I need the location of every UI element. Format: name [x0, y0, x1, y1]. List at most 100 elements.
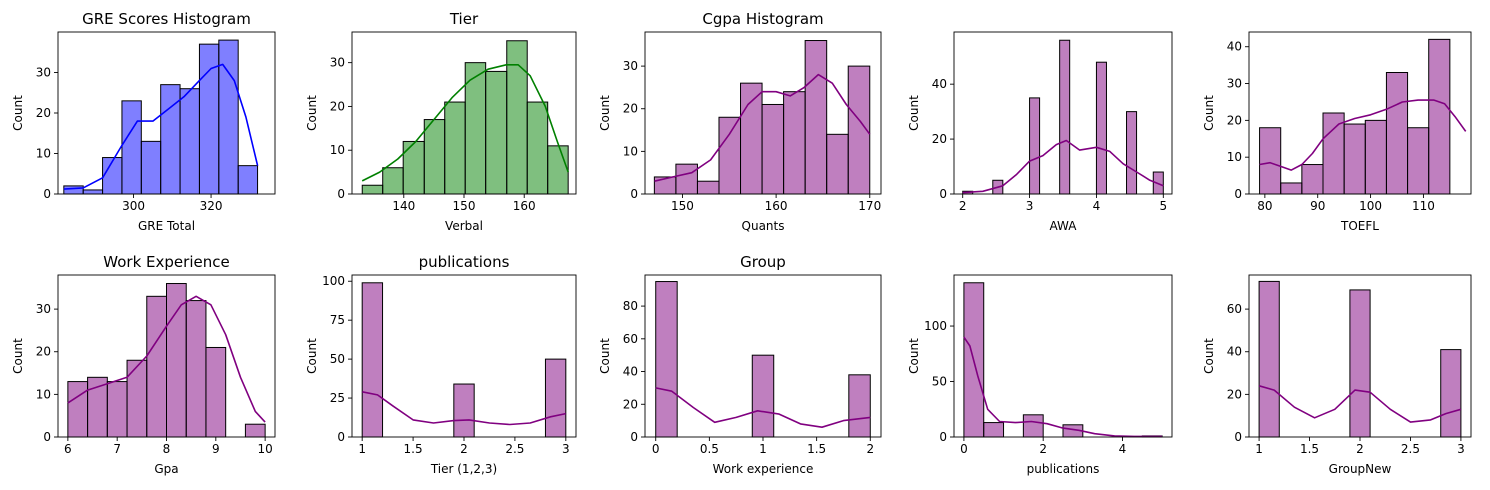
chart-title: Cgpa Histogram: [702, 10, 823, 28]
x-tick-label: 110: [1412, 199, 1435, 213]
chart-panel-3: 150 160 170 0 10 20 30 Quants Count Cgpa Histogra…: [598, 10, 882, 233]
chart-title: GRE Scores Histogram: [82, 10, 251, 28]
axes-frame: [644, 31, 882, 195]
histogram-bar: [783, 91, 806, 195]
histogram-bar: [205, 346, 227, 438]
histogram-bar: [826, 133, 849, 195]
chart-panel-2: 140 150 160 0 10 20 30 Verbal Count Tier: [305, 10, 577, 233]
histogram-bar: [1385, 72, 1409, 195]
histogram-bar: [361, 282, 384, 438]
histogram-bar: [1301, 164, 1324, 195]
histogram-bar: [675, 163, 698, 195]
y-tick-label: 50: [330, 352, 345, 366]
kde-line: [362, 391, 566, 426]
histogram-bar: [1022, 414, 1044, 438]
histogram-bar: [1258, 280, 1280, 438]
y-axis-label: Count: [598, 338, 612, 374]
axes-frame: [1248, 31, 1472, 195]
y-tick-label: 10: [330, 143, 345, 157]
y-axis-label: Count: [11, 95, 25, 131]
x-tick-label: 320: [200, 199, 223, 213]
y-tick-label: 20: [330, 99, 345, 113]
chart-panel-6: 6 7 8 9 10 0 10 20 30 Gpa Count Work Experience: [11, 253, 276, 476]
x-tick-label: 0.5: [700, 442, 719, 456]
histogram-bar: [848, 374, 871, 438]
y-tick-label: 100: [322, 274, 345, 288]
histogram-bar: [106, 381, 128, 438]
chart-title: Work Experience: [103, 253, 229, 271]
x-tick-label: 100: [1359, 199, 1382, 213]
y-tick-label: 20: [623, 397, 638, 411]
axes-frame: [953, 274, 1173, 438]
kde-line: [654, 73, 871, 182]
y-tick-label: 0: [630, 187, 638, 201]
y-tick-label: 40: [623, 365, 638, 379]
x-tick-label: 1.5: [807, 442, 826, 456]
x-tick-label: 1.5: [1300, 442, 1319, 456]
y-tick-label: 40: [1227, 345, 1242, 359]
histogram-bar: [218, 39, 239, 195]
histogram-bar: [1259, 127, 1282, 195]
x-tick-label: 3: [562, 442, 570, 456]
chart-panel-9: 0 2 4 0 50 100 publications Count: [907, 274, 1173, 476]
x-tick-label: 80: [1257, 199, 1272, 213]
x-axis-label: Quants: [742, 219, 785, 233]
x-tick-label: 4: [1119, 442, 1127, 456]
y-axis-label: Count: [1202, 338, 1216, 374]
y-axis-label: Count: [11, 338, 25, 374]
y-tick-label: 60: [623, 332, 638, 346]
y-tick-label: 20: [932, 132, 947, 146]
x-tick-label: 7: [113, 442, 121, 456]
x-tick-label: 1: [358, 442, 366, 456]
x-tick-label: 10: [257, 442, 272, 456]
x-tick-label: 2: [866, 442, 874, 456]
histogram-bar: [361, 184, 384, 195]
chart-panel-10: 1 1.5 2 2.5 3 0 20 40 60 GroupNew Count: [1202, 274, 1472, 476]
chart-panel-1: 300 320 0 10 20 30 GRE Total Count GRE Scores Hi…: [11, 10, 276, 233]
x-tick-label: 5: [1159, 199, 1167, 213]
chart-title: Group: [740, 253, 786, 271]
y-tick-label: 25: [330, 391, 345, 405]
x-tick-label: 2: [959, 199, 967, 213]
y-axis-label: Count: [598, 95, 612, 131]
y-tick-label: 100: [924, 319, 947, 333]
chart-panel-7: 1 1.5 2 2.5 3 0 25 50 75 100 Tier (1,2,3) Count publ…: [305, 253, 577, 476]
x-tick-label: 1: [1255, 442, 1263, 456]
x-tick-label: 3: [1026, 199, 1034, 213]
x-axis-label: Gpa: [154, 462, 178, 476]
x-axis-label: AWA: [1050, 219, 1078, 233]
y-tick-label: 10: [36, 147, 51, 161]
x-tick-label: 0: [960, 442, 968, 456]
histogram-bar: [185, 300, 207, 438]
y-tick-label: 20: [36, 345, 51, 359]
x-tick-label: 2.5: [1401, 442, 1420, 456]
chart-panel-5: 80 90 100 110 0 10 20 30 40 TOEFL Count: [1202, 31, 1472, 233]
x-axis-label: TOEFL: [1340, 219, 1379, 233]
x-tick-label: 3: [1457, 442, 1465, 456]
histogram-bar: [1095, 61, 1107, 195]
histogram-bar: [423, 119, 446, 195]
x-tick-label: 160: [765, 199, 788, 213]
y-tick-label: 30: [330, 56, 345, 70]
y-tick-label: 30: [1227, 77, 1242, 91]
x-tick-label: 90: [1310, 199, 1325, 213]
x-tick-label: 6: [64, 442, 72, 456]
histogram-bar: [485, 70, 508, 195]
y-tick-label: 75: [330, 313, 345, 327]
histogram-bar: [1343, 123, 1366, 195]
histogram-bar: [82, 189, 104, 195]
y-tick-label: 10: [1227, 150, 1242, 164]
y-tick-label: 30: [36, 302, 51, 316]
y-tick-label: 0: [43, 430, 51, 444]
y-tick-label: 40: [932, 77, 947, 91]
y-tick-label: 20: [36, 106, 51, 120]
x-axis-label: GRE Total: [138, 219, 195, 233]
kde-line: [655, 387, 871, 429]
chart-panel-4: 2 3 4 5 0 20 40 AWA Count: [907, 31, 1173, 233]
y-tick-label: 0: [337, 430, 345, 444]
y-tick-label: 0: [939, 187, 947, 201]
histogram-bar: [526, 101, 549, 195]
y-tick-label: 40: [1227, 40, 1242, 54]
histogram-bar: [140, 140, 162, 195]
y-tick-label: 80: [623, 299, 638, 313]
